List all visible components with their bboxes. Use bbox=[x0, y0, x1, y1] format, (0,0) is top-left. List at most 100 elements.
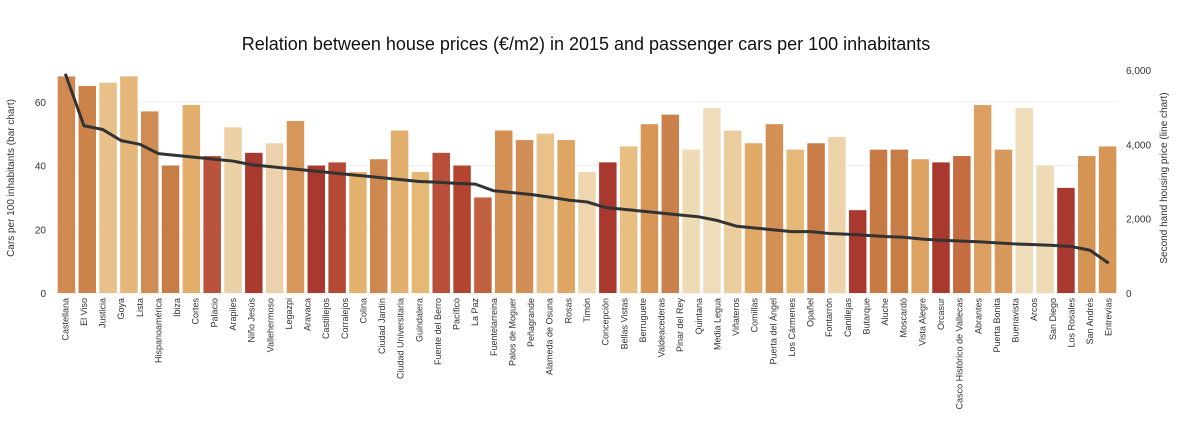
bar bbox=[744, 143, 763, 293]
x-tick-label: Vallehermoso bbox=[265, 298, 275, 352]
bar bbox=[515, 140, 534, 293]
bar bbox=[786, 149, 804, 293]
x-tick-label: Berruguete bbox=[638, 298, 648, 343]
y-tick-label: 40 bbox=[35, 162, 47, 173]
x-tick-label: Orcasur bbox=[936, 298, 946, 330]
y-tick-label: 60 bbox=[35, 98, 47, 109]
x-tick-label: Valdeacederas bbox=[657, 298, 667, 358]
y2-tick-label: 0 bbox=[1126, 289, 1132, 300]
bar bbox=[1078, 156, 1096, 293]
x-tick-label: Guindalera bbox=[414, 298, 424, 342]
x-tick-label: Bellas Vistas bbox=[619, 298, 629, 350]
bar bbox=[120, 76, 138, 294]
x-tick-label: San Diego bbox=[1048, 298, 1058, 340]
x-tick-label: Los Cármenes bbox=[787, 298, 797, 357]
bar bbox=[828, 136, 846, 293]
x-tick-label: Los Rosales bbox=[1066, 298, 1076, 348]
bar bbox=[640, 124, 659, 293]
x-tick-label: Fuente del Berro bbox=[433, 298, 443, 365]
x-tick-label: Justicia bbox=[98, 298, 108, 328]
bar bbox=[307, 165, 326, 293]
y-axis-left: 0 20 40 60 bbox=[35, 98, 47, 300]
bar bbox=[1036, 165, 1054, 293]
x-tick-label: Entrevías bbox=[1104, 298, 1114, 337]
bar bbox=[661, 114, 680, 293]
bar bbox=[265, 143, 284, 293]
x-tick-label: El Viso bbox=[79, 298, 89, 326]
x-tick-label: Ciudad Universitaria bbox=[396, 298, 406, 379]
bar bbox=[182, 105, 201, 293]
bar bbox=[578, 171, 596, 293]
bar bbox=[619, 146, 638, 293]
bar bbox=[599, 162, 617, 293]
bar bbox=[953, 156, 971, 293]
x-axis-labels: Castellana El Viso Justicia Goya Lista Hispan… bbox=[60, 298, 1113, 410]
bar bbox=[536, 133, 555, 293]
y2-axis-title: Second hand housing price (line chart) bbox=[1159, 92, 1170, 263]
chart-title: Relation between house prices (€/m2) in … bbox=[242, 34, 930, 54]
bar bbox=[890, 149, 909, 293]
bar bbox=[1057, 187, 1075, 293]
bar bbox=[57, 76, 76, 294]
bar bbox=[703, 108, 721, 293]
y-tick-label: 0 bbox=[40, 289, 46, 300]
bar bbox=[1098, 146, 1117, 293]
bar bbox=[349, 171, 367, 293]
x-tick-label: Comillas bbox=[750, 298, 760, 333]
bar bbox=[494, 130, 513, 293]
bar bbox=[99, 82, 117, 294]
bar bbox=[994, 149, 1013, 293]
x-tick-label: Arapiles bbox=[228, 298, 238, 331]
x-tick-label: Puerta Bonita bbox=[992, 298, 1002, 353]
x-tick-label: La Paz bbox=[470, 298, 480, 327]
x-tick-label: Vista Alegre bbox=[917, 298, 927, 346]
x-tick-label: Puerta del Ángel bbox=[768, 298, 778, 365]
bar bbox=[682, 149, 700, 293]
x-tick-label: Corralejos bbox=[340, 298, 350, 340]
bar bbox=[78, 85, 96, 294]
x-tick-label: Aravaca bbox=[303, 298, 313, 331]
price-line bbox=[63, 73, 1110, 265]
x-tick-label: San Andrés bbox=[1085, 298, 1095, 345]
x-tick-label: Colina bbox=[358, 298, 368, 324]
x-tick-label: Fontarrón bbox=[824, 298, 834, 337]
x-tick-label: Quintana bbox=[694, 298, 704, 335]
bar bbox=[411, 171, 430, 293]
bar bbox=[1015, 108, 1034, 293]
x-tick-label: Ciudad Jardín bbox=[377, 298, 387, 354]
x-tick-label: Viñateros bbox=[731, 298, 741, 336]
x-tick-label: Palacio bbox=[209, 298, 219, 328]
bar bbox=[724, 130, 742, 293]
x-tick-label: Castellana bbox=[60, 298, 70, 341]
y2-tick-label: 2,000 bbox=[1126, 215, 1151, 226]
bar bbox=[432, 152, 450, 293]
y-axis-right: 0 2,000 4,000 6,000 bbox=[1126, 66, 1151, 300]
x-tick-label: Abrantes bbox=[973, 298, 983, 335]
x-tick-label: Pacífico bbox=[452, 298, 462, 330]
x-tick-label: Butarque bbox=[861, 298, 871, 335]
bar bbox=[557, 140, 575, 293]
x-tick-label: Goya bbox=[116, 298, 126, 320]
x-tick-label: Alameda de Osuna bbox=[545, 298, 555, 375]
x-tick-label: Buenavista bbox=[1011, 298, 1021, 343]
x-tick-label: Moscardó bbox=[899, 298, 909, 338]
x-tick-label: Fuentelarreina bbox=[489, 298, 499, 356]
bar bbox=[911, 159, 929, 293]
bar bbox=[203, 156, 221, 293]
bar bbox=[932, 162, 950, 293]
x-tick-label: Lista bbox=[135, 298, 145, 317]
x-tick-label: Pinar del Rey bbox=[675, 298, 685, 353]
bar bbox=[390, 130, 409, 293]
x-tick-label: Hispanoamérica bbox=[153, 298, 163, 363]
y2-tick-label: 6,000 bbox=[1126, 66, 1151, 77]
bar bbox=[973, 105, 992, 293]
bar bbox=[370, 159, 388, 293]
bar bbox=[474, 197, 492, 293]
x-tick-label: Timón bbox=[582, 298, 592, 323]
bar bbox=[161, 165, 180, 293]
bar bbox=[765, 124, 784, 293]
bar bbox=[245, 152, 263, 293]
bar bbox=[848, 210, 867, 293]
bar bbox=[224, 127, 242, 293]
